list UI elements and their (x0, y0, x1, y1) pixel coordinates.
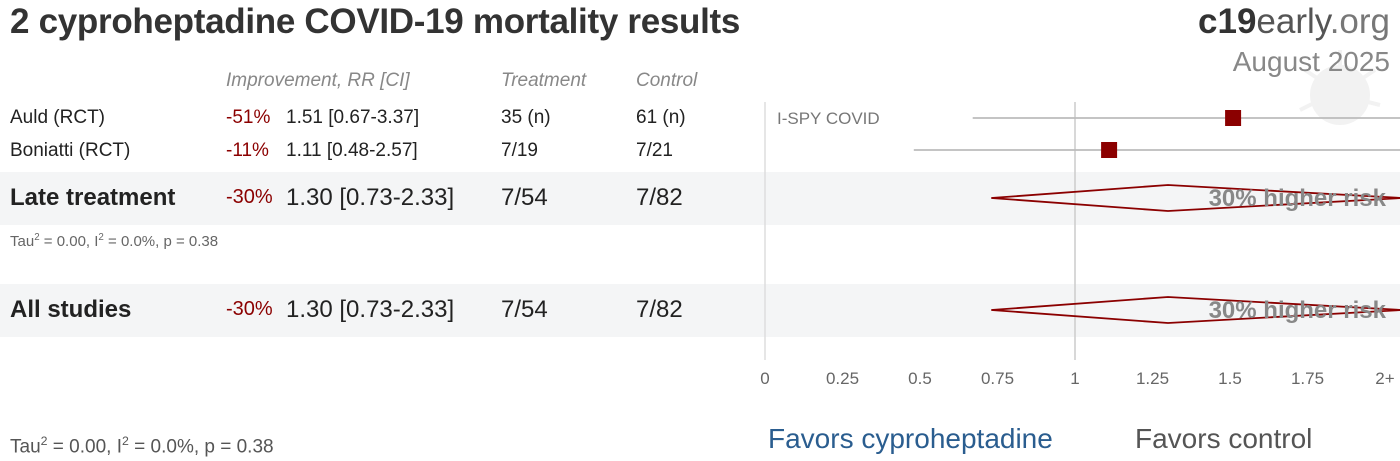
study-name[interactable]: Auld (RCT) (10, 107, 106, 128)
study-control: 7/21 (636, 140, 673, 161)
all-studies-control: 7/82 (636, 296, 683, 323)
study-label: I-SPY COVID (777, 109, 880, 128)
x-tick-label: 2+ (1375, 369, 1394, 388)
study-marker (1225, 110, 1242, 126)
study-rr-ci: 1.11 [0.48-2.57] (286, 140, 418, 161)
date-label: August 2025 (1232, 46, 1390, 77)
x-tick-label: 1.5 (1218, 369, 1242, 388)
header-control: Control (636, 70, 698, 91)
study-control: 61 (n) (636, 107, 686, 128)
all-studies-row: All studies (10, 296, 131, 324)
x-tick-label: 1 (1070, 369, 1079, 388)
late-treatment-improvement: -30% (226, 186, 273, 208)
late-treatment-rr-ci: 1.30 [0.73-2.33] (286, 184, 455, 211)
brand-logo[interactable]: c19early.org (1198, 2, 1390, 42)
summary-diamond (991, 296, 1400, 324)
x-tick-label: 0.75 (981, 369, 1014, 388)
favors-treatment-label: Favors cyproheptadine (768, 423, 1053, 454)
all-studies-band (0, 284, 1400, 337)
late-treatment-control: 7/82 (636, 184, 683, 211)
x-tick-label: 0 (760, 369, 769, 388)
study-rr-ci: 1.51 [0.67-3.37] (286, 107, 420, 128)
late-treatment-name: Late treatment (10, 184, 176, 211)
all-studies-improvement: -30% (226, 298, 273, 320)
summary-diamond (991, 184, 1400, 212)
study-improvement: -51% (226, 107, 271, 128)
late-treatment-band (0, 172, 1400, 225)
favors-control-label: Favors control (1135, 423, 1313, 454)
brand-early: early (1256, 2, 1330, 41)
late-treatment-treatment: 7/54 (501, 184, 548, 211)
brand-c19: c19 (1198, 2, 1257, 41)
all-studies-treatment: 7/54 (501, 296, 548, 323)
study-treatment: 7/19 (501, 140, 538, 161)
summary-risk-label: 30% higher risk (1209, 185, 1387, 212)
x-tick-label: 0.5 (908, 369, 932, 388)
study-improvement: -11% (226, 140, 269, 161)
study-treatment: 35 (n) (501, 107, 551, 128)
x-tick-label: 0.25 (826, 369, 859, 388)
late-treatment-heterogeneity: Tau2 = 0.00, I2 = 0.0%, p = 0.38 (10, 232, 219, 250)
study-name[interactable]: Boniatti (RCT) (10, 140, 131, 161)
x-tick-label: 1.75 (1291, 369, 1324, 388)
virus-logo-icon (1299, 50, 1381, 125)
late-treatment-row: Late treatment (10, 184, 175, 212)
header-improvement: Improvement, RR [CI] (226, 70, 410, 91)
summary-risk-label: 30% higher risk (1209, 297, 1387, 324)
study-marker (1101, 142, 1118, 158)
page-title: 2 cyproheptadine COVID-19 mortality resu… (10, 2, 741, 41)
all-studies-name: All studies (10, 296, 132, 323)
brand-org: .org (1329, 2, 1390, 41)
header-treatment: Treatment (501, 70, 587, 91)
overall-heterogeneity: Tau2 = 0.00, I2 = 0.0%, p = 0.38 (10, 434, 274, 458)
x-tick-label: 1.25 (1136, 369, 1169, 388)
all-studies-rr-ci: 1.30 [0.73-2.33] (286, 296, 455, 323)
